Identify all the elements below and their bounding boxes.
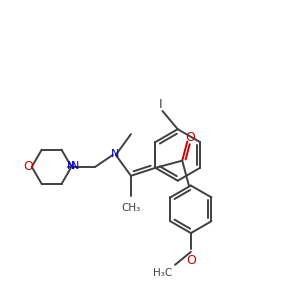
Text: O: O	[23, 160, 33, 173]
Text: CH₃: CH₃	[121, 202, 141, 212]
Text: N: N	[67, 161, 76, 171]
Text: O: O	[185, 131, 195, 144]
Text: N: N	[111, 149, 119, 159]
Text: O: O	[186, 254, 196, 267]
Text: I: I	[159, 98, 162, 110]
Text: H₃C: H₃C	[153, 268, 172, 278]
Text: N: N	[71, 161, 80, 171]
